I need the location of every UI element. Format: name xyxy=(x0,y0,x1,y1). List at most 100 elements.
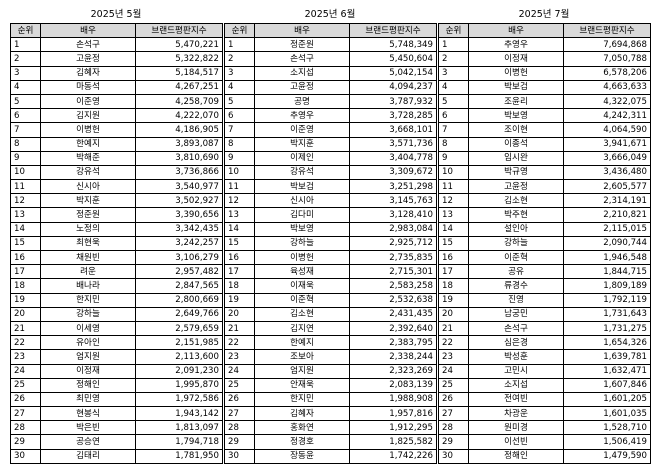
table-row: 6 박보영 4,242,311 xyxy=(438,108,651,124)
rank-cell: 20 xyxy=(438,306,469,322)
actor-name-cell: 엄지원 xyxy=(40,349,136,365)
score-cell: 4,663,633 xyxy=(563,79,651,95)
score-cell: 2,715,301 xyxy=(349,264,437,280)
rank-cell: 13 xyxy=(224,207,255,223)
table-row: 8 한예지 3,893,087 xyxy=(10,136,223,152)
rank-cell: 9 xyxy=(438,150,469,166)
rank-cell: 4 xyxy=(10,79,41,95)
actor-name-cell: 정준원 xyxy=(40,207,136,223)
rank-cell: 12 xyxy=(10,193,41,209)
table-row: 29 공승연 1,794,718 xyxy=(10,434,223,450)
actor-name-cell: 마동석 xyxy=(40,79,136,95)
table-row: 8 이종석 3,941,671 xyxy=(438,136,651,152)
score-cell: 5,748,349 xyxy=(349,37,437,53)
rank-cell: 27 xyxy=(10,406,41,422)
actor-name-cell: 김태리 xyxy=(40,448,136,464)
rank-cell: 27 xyxy=(438,406,469,422)
actor-name-cell: 박보검 xyxy=(254,179,350,195)
score-cell: 2,532,638 xyxy=(349,292,437,308)
score-cell: 3,342,435 xyxy=(135,221,223,237)
score-cell: 1,632,471 xyxy=(563,363,651,379)
actor-name-cell: 박보검 xyxy=(468,79,564,95)
rank-cell: 19 xyxy=(224,292,255,308)
score-cell: 2,957,482 xyxy=(135,264,223,280)
rank-cell: 17 xyxy=(224,264,255,280)
actor-name-cell: 박해준 xyxy=(40,150,136,166)
actor-name-cell: 한지민 xyxy=(40,292,136,308)
table-row: 3 소지섭 5,042,154 xyxy=(224,65,437,81)
rank-cell: 24 xyxy=(438,363,469,379)
table-row: 27 차광운 1,601,035 xyxy=(438,406,651,422)
rank-cell: 28 xyxy=(224,420,255,436)
rank-cell: 15 xyxy=(438,235,469,252)
rank-cell: 1 xyxy=(438,37,469,53)
actor-name-cell: 한지민 xyxy=(254,391,350,408)
actor-name-cell: 현봉식 xyxy=(40,406,136,422)
table-row: 28 원미경 1,528,710 xyxy=(438,420,651,436)
score-cell: 2,649,766 xyxy=(135,306,223,322)
rank-cell: 13 xyxy=(10,207,41,223)
score-cell: 3,128,410 xyxy=(349,207,437,223)
score-cell: 3,787,932 xyxy=(349,93,437,110)
table-row: 12 신시아 3,145,763 xyxy=(224,193,437,209)
rank-cell: 7 xyxy=(10,122,41,138)
actor-name-cell: 박보영 xyxy=(468,108,564,124)
table-row: 4 고윤정 4,094,237 xyxy=(224,79,437,95)
table-row: 6 추영우 3,728,285 xyxy=(224,108,437,124)
rank-cell: 14 xyxy=(10,221,41,237)
score-cell: 5,450,604 xyxy=(349,51,437,67)
score-cell: 3,941,671 xyxy=(563,136,651,152)
rank-cell: 21 xyxy=(224,320,255,337)
score-cell: 1,607,846 xyxy=(563,377,651,393)
actor-name-cell: 원미경 xyxy=(468,420,564,436)
rank-cell: 1 xyxy=(10,37,41,53)
table-row: 3 김혜자 5,184,517 xyxy=(10,65,223,81)
rank-cell: 24 xyxy=(224,363,255,379)
score-cell: 1,792,119 xyxy=(563,292,651,308)
score-cell: 3,540,977 xyxy=(135,179,223,195)
actor-name-cell: 안재욱 xyxy=(254,377,350,393)
rank-cell: 9 xyxy=(224,150,255,166)
table-row: 17 공유 1,844,715 xyxy=(438,264,651,280)
rank-cell: 6 xyxy=(224,108,255,124)
actor-name-cell: 박주현 xyxy=(468,207,564,223)
actor-name-cell: 추영우 xyxy=(254,108,350,124)
score-cell: 1,988,908 xyxy=(349,391,437,408)
score-cell: 2,800,669 xyxy=(135,292,223,308)
table-row: 23 조보아 2,338,244 xyxy=(224,349,437,365)
table-row: 1 추영우 7,694,868 xyxy=(438,37,651,53)
score-cell: 2,151,985 xyxy=(135,335,223,351)
rank-cell: 25 xyxy=(438,377,469,393)
rank-cell: 21 xyxy=(10,320,41,337)
actor-name-cell: 조윤리 xyxy=(468,93,564,110)
actor-name-cell: 채원빈 xyxy=(40,249,136,266)
score-cell: 1,528,710 xyxy=(563,420,651,436)
table-row: 25 안재욱 2,083,139 xyxy=(224,377,437,393)
header-rank: 순위 xyxy=(438,22,469,39)
actor-name-cell: 남궁민 xyxy=(468,306,564,322)
table-row: 2 손석구 5,450,604 xyxy=(224,51,437,67)
table-row: 19 진영 1,792,119 xyxy=(438,292,651,308)
ranking-table: 순위 배우 브랜드평판지수 1 정준원 5,748,349 2 손석구 5,450,604… xyxy=(224,22,437,464)
table-row: 16 이병헌 2,735,835 xyxy=(224,249,437,266)
score-cell: 1,844,715 xyxy=(563,264,651,280)
table-row: 4 박보검 4,663,633 xyxy=(438,79,651,95)
table-row: 4 마동석 4,267,251 xyxy=(10,79,223,95)
actor-name-cell: 박지훈 xyxy=(254,136,350,152)
table-row: 19 이준혁 2,532,638 xyxy=(224,292,437,308)
score-cell: 3,436,480 xyxy=(563,164,651,181)
table-row: 24 고민시 1,632,471 xyxy=(438,363,651,379)
score-cell: 6,578,206 xyxy=(563,65,651,81)
score-cell: 3,309,672 xyxy=(349,164,437,181)
actor-name-cell: 강하늘 xyxy=(254,235,350,252)
table-row: 29 정경호 1,825,582 xyxy=(224,434,437,450)
header-actor: 배우 xyxy=(254,22,350,39)
actor-name-cell: 정해인 xyxy=(40,377,136,393)
actor-name-cell: 한예지 xyxy=(40,136,136,152)
header-rank: 순위 xyxy=(10,22,41,39)
rank-cell: 18 xyxy=(224,278,255,294)
actor-name-cell: 박은빈 xyxy=(40,420,136,436)
actor-name-cell: 이병헌 xyxy=(254,249,350,266)
header-rank: 순위 xyxy=(224,22,255,39)
rank-cell: 24 xyxy=(10,363,41,379)
